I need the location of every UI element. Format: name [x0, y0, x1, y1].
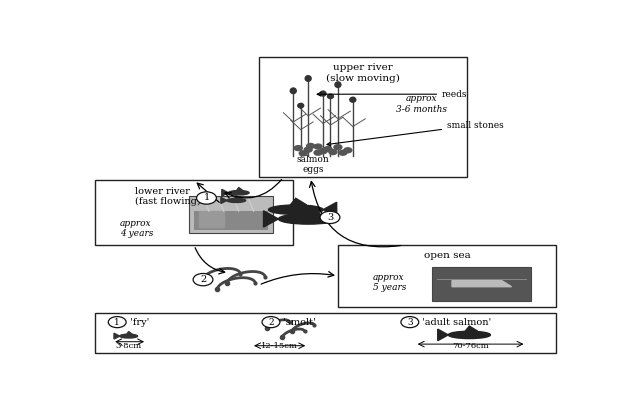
Ellipse shape	[350, 97, 356, 102]
Text: 12-15cm: 12-15cm	[261, 342, 298, 350]
Text: approx
3-6 months: approx 3-6 months	[396, 94, 447, 114]
Text: upper river
(slow moving): upper river (slow moving)	[326, 64, 399, 83]
Text: approx
4 years: approx 4 years	[120, 219, 153, 238]
FancyBboxPatch shape	[338, 245, 556, 307]
Circle shape	[108, 316, 126, 328]
Text: 'fry': 'fry'	[129, 318, 149, 327]
Ellipse shape	[227, 198, 246, 202]
FancyBboxPatch shape	[259, 57, 467, 177]
Text: 3: 3	[407, 318, 413, 327]
Polygon shape	[302, 206, 320, 214]
Polygon shape	[438, 329, 448, 341]
Text: lower river
(fast flowing): lower river (fast flowing)	[134, 186, 200, 206]
Ellipse shape	[305, 76, 311, 81]
Text: small stones: small stones	[327, 120, 504, 146]
Text: open sea: open sea	[424, 251, 470, 260]
Circle shape	[401, 316, 419, 328]
Circle shape	[307, 144, 315, 148]
Polygon shape	[323, 202, 337, 217]
Polygon shape	[237, 188, 243, 190]
Text: 70-76cm: 70-76cm	[452, 342, 489, 350]
Text: approx
5 years: approx 5 years	[372, 273, 406, 292]
Polygon shape	[221, 197, 227, 204]
Text: 1: 1	[204, 194, 210, 202]
FancyBboxPatch shape	[194, 211, 269, 230]
Circle shape	[344, 148, 352, 153]
Text: salmon
eggs: salmon eggs	[297, 155, 330, 174]
Circle shape	[196, 192, 216, 204]
Polygon shape	[291, 198, 307, 205]
Text: 2: 2	[200, 275, 206, 284]
Polygon shape	[234, 196, 240, 198]
Polygon shape	[264, 211, 278, 227]
Circle shape	[334, 145, 342, 150]
Polygon shape	[222, 189, 228, 196]
Ellipse shape	[278, 214, 338, 224]
Circle shape	[324, 146, 332, 152]
FancyBboxPatch shape	[95, 180, 293, 245]
Text: reeds: reeds	[317, 90, 468, 99]
FancyBboxPatch shape	[189, 196, 273, 233]
Circle shape	[262, 316, 280, 328]
Text: 'adult salmon': 'adult salmon'	[422, 318, 492, 327]
Circle shape	[294, 146, 302, 150]
Polygon shape	[114, 333, 120, 339]
Ellipse shape	[335, 82, 341, 88]
Polygon shape	[465, 326, 478, 331]
Text: 2: 2	[268, 318, 274, 327]
Circle shape	[300, 151, 307, 156]
Ellipse shape	[298, 104, 304, 108]
Circle shape	[319, 149, 327, 154]
Circle shape	[320, 211, 340, 224]
Ellipse shape	[269, 205, 323, 214]
Circle shape	[193, 274, 213, 286]
Circle shape	[339, 150, 347, 155]
Ellipse shape	[328, 94, 333, 98]
FancyBboxPatch shape	[95, 313, 556, 353]
Polygon shape	[452, 280, 511, 287]
FancyBboxPatch shape	[432, 267, 531, 300]
Circle shape	[314, 144, 322, 149]
Circle shape	[304, 147, 312, 152]
Text: 3: 3	[327, 213, 333, 222]
Circle shape	[329, 150, 337, 154]
Ellipse shape	[291, 88, 296, 94]
Ellipse shape	[120, 334, 138, 338]
Text: 3-8cm: 3-8cm	[116, 342, 141, 350]
Ellipse shape	[448, 331, 490, 338]
Ellipse shape	[228, 190, 249, 195]
Circle shape	[314, 150, 322, 155]
Polygon shape	[127, 332, 132, 334]
Polygon shape	[199, 211, 224, 227]
Ellipse shape	[320, 91, 326, 96]
Text: 'smolt': 'smolt'	[284, 318, 316, 327]
Text: 1: 1	[115, 318, 120, 327]
